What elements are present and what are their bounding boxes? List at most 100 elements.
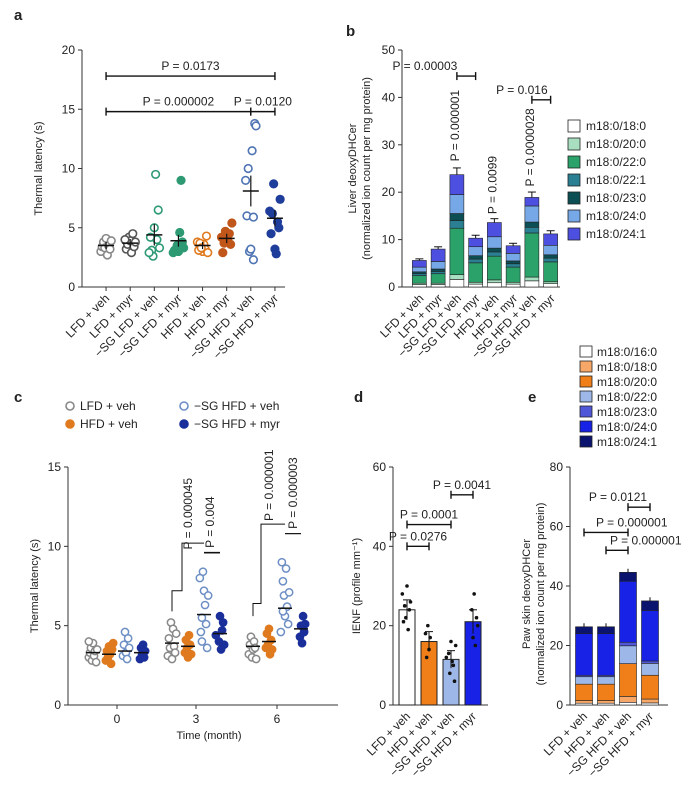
panel-a-data-point bbox=[243, 163, 253, 174]
panel-b-bar-segment bbox=[524, 232, 540, 278]
panel-c-x-axis-label: Time (month) bbox=[177, 730, 242, 742]
panel-c-x-tick-label: 0 bbox=[114, 712, 121, 726]
panel-c-bracket-line bbox=[171, 542, 204, 612]
panel-b-legend-label: m18:0/24:0 bbox=[586, 209, 646, 223]
panel-e-bar-segment bbox=[619, 572, 637, 582]
panel-c-data-point bbox=[266, 635, 276, 645]
panel-letter-d: d bbox=[354, 389, 363, 406]
panel-b-bar-segment bbox=[505, 245, 521, 254]
panel-d-data-point bbox=[401, 619, 406, 624]
panel-b-legend-swatch bbox=[567, 227, 581, 241]
panel-b-legend-swatch bbox=[567, 119, 581, 133]
panel-c-data-point bbox=[297, 638, 307, 648]
panel-b-bar-segment bbox=[543, 257, 558, 263]
panel-c-data-point bbox=[298, 611, 308, 621]
panel-b-bar-segment bbox=[412, 275, 427, 284]
panel-c-data-point bbox=[211, 630, 221, 640]
panel-e-y-tick-label: 60 bbox=[550, 520, 564, 534]
panel-d-data-point bbox=[471, 635, 475, 640]
panel-c-data-point bbox=[264, 624, 274, 634]
panel-b-bar-segment bbox=[543, 233, 558, 246]
panel-d-data-point bbox=[452, 679, 457, 683]
panel-e-legend-label: m18:0/22:0 bbox=[597, 390, 657, 404]
panel-c-data-point bbox=[197, 637, 207, 646]
panel-e-y-tick-label: 80 bbox=[550, 460, 564, 474]
panel-d-bar bbox=[464, 621, 482, 706]
panel-d-data-point bbox=[470, 608, 474, 612]
panel-c-data-point bbox=[122, 654, 132, 664]
panel-c-legend-marker bbox=[179, 401, 189, 411]
panel-a-data-point bbox=[120, 235, 130, 245]
panel-e-bar-segment bbox=[641, 660, 659, 664]
panel-e-legend-label: m18:0/16:0 bbox=[597, 345, 657, 359]
panel-a-data-point bbox=[246, 244, 256, 254]
panel-b-bar-segment bbox=[487, 222, 502, 238]
panel-b-bar-segment bbox=[524, 197, 540, 207]
panel-a-data-point bbox=[175, 227, 185, 238]
panel-a-data-point bbox=[218, 248, 228, 258]
panel-b-bar-segment bbox=[487, 282, 502, 288]
panel-b-bar-segment bbox=[505, 283, 521, 288]
panel-d-data-point bbox=[451, 663, 456, 668]
panel-e-y-axis-label-units: (normalized ion count per mg protein) bbox=[535, 503, 547, 686]
panel-c-data-point bbox=[123, 634, 133, 643]
panel-a-data-point bbox=[251, 121, 261, 131]
panel-c-data-point bbox=[278, 576, 288, 586]
panel-c-y-tick-label: 0 bbox=[54, 698, 61, 712]
panel-c-y-tick-label: 10 bbox=[48, 539, 62, 553]
panel-e-bar-segment bbox=[641, 702, 659, 706]
panel-c-legend-marker bbox=[65, 401, 75, 411]
panel-b-bar-segment bbox=[449, 174, 465, 195]
panel-a-data-point bbox=[105, 244, 115, 254]
panel-a-data-point bbox=[154, 243, 165, 253]
panel-d-data-point bbox=[450, 659, 454, 664]
panel-c-data-point bbox=[195, 573, 205, 583]
panel-a-data-point bbox=[275, 194, 285, 204]
panel-e-y-tick-label: 40 bbox=[550, 579, 564, 593]
panel-d-data-point bbox=[453, 643, 458, 648]
panel-b-bar-segment bbox=[487, 251, 502, 257]
panel-b-chart: 0 10 20 30 40 50 Liver deoxyDHCer (normalized i… bbox=[347, 43, 646, 362]
panel-e-bar-segment bbox=[597, 700, 615, 704]
panel-b-bar-segment bbox=[524, 276, 540, 282]
panel-c-data-point bbox=[171, 629, 181, 638]
panel-c-data-point bbox=[277, 557, 287, 567]
panel-a-y-axis-label: Thermal latency (s) bbox=[33, 121, 45, 215]
panel-d-data-point bbox=[475, 623, 480, 628]
panel-e-y-tick-label: 20 bbox=[550, 639, 564, 653]
panel-b-bar-segment bbox=[524, 221, 540, 228]
panel-e-p-value-label: P = 0.0121 bbox=[589, 490, 647, 504]
panel-b-p-value-label: P = 0.016 bbox=[496, 83, 548, 97]
panel-b-y-axis-label-units: (normalized ion count per mg protein) bbox=[361, 77, 373, 260]
panel-a-data-point bbox=[227, 218, 237, 228]
panel-b-bar-segment bbox=[430, 271, 446, 275]
panel-c-data-point bbox=[164, 634, 174, 643]
panel-d-data-point bbox=[407, 608, 412, 612]
panel-d-y-tick-label: 0 bbox=[379, 698, 386, 712]
panel-d-data-point bbox=[423, 631, 428, 636]
panel-d-data-point bbox=[400, 592, 405, 596]
panel-c-p-value-vertical: P = 0.000045 bbox=[181, 478, 195, 550]
panel-b-bar-segment bbox=[430, 268, 446, 272]
panel-letter-b: b bbox=[346, 23, 355, 40]
panel-c-data-point bbox=[267, 645, 277, 654]
panel-e-bar-segment bbox=[619, 641, 637, 647]
panel-a-p-value-label: P = 0.0173 bbox=[161, 59, 219, 73]
panel-e-legend-swatch bbox=[579, 375, 593, 388]
panel-a-data-point bbox=[248, 255, 259, 265]
panel-d-y-tick-label: 40 bbox=[373, 539, 387, 553]
panel-a-data-point bbox=[203, 248, 213, 258]
panel-b-legend-swatch bbox=[567, 173, 581, 187]
panel-c-y-axis-label: Thermal latency (s) bbox=[29, 539, 41, 633]
panel-c-data-point bbox=[218, 618, 228, 627]
panel-b-bar-segment bbox=[449, 220, 465, 229]
panel-b-bar-segment bbox=[468, 237, 483, 248]
panel-c-bracket-line bbox=[252, 523, 285, 617]
panel-a-y-tick-label: 15 bbox=[62, 102, 76, 116]
panel-a-data-point bbox=[269, 179, 279, 189]
panel-b-bar-segment bbox=[412, 260, 427, 268]
panel-e-bar-segment bbox=[575, 626, 593, 634]
panel-b-bar-segment bbox=[487, 255, 502, 281]
panel-e-bar-segment bbox=[597, 633, 615, 676]
